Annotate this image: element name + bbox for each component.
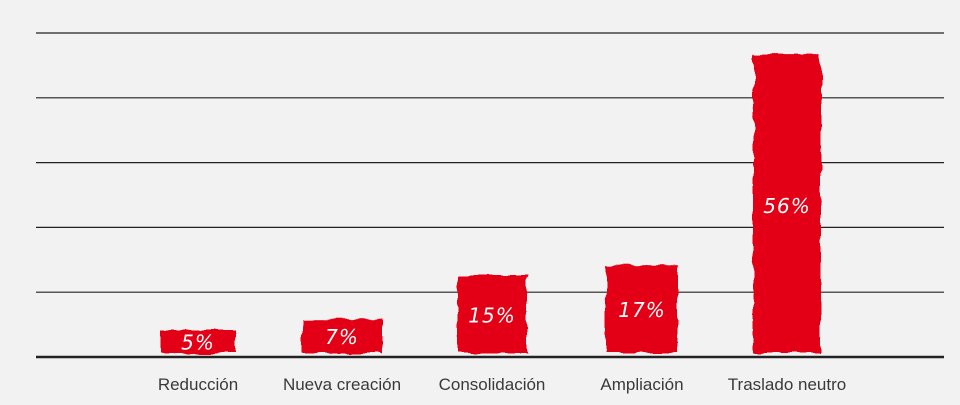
bar-nueva-creaci-n [302,319,382,353]
bar-consolidaci-n [457,276,527,353]
bar-ampliaci-n [606,265,678,353]
bars [160,54,821,353]
x-axis-ticks: Reducción Nueva creación Consolidación Ampl… [158,375,846,394]
gridlines [36,32,944,359]
x-tick-label: Reducción [158,375,238,394]
bar-reducci-n [160,330,236,353]
data-labels: 5% 7% 15% 17% 56% [181,194,810,355]
data-label: 17% [618,298,665,322]
bar-traslado-neutro [753,54,821,353]
data-label: 56% [763,194,810,218]
data-label: 7% [325,325,359,349]
x-tick-label: Traslado neutro [728,375,846,394]
data-label: 15% [468,304,515,328]
x-tick-label: Consolidación [439,375,546,394]
data-label: 5% [181,331,215,355]
x-tick-label: Ampliación [600,375,683,394]
x-tick-label: Nueva creación [283,375,401,394]
